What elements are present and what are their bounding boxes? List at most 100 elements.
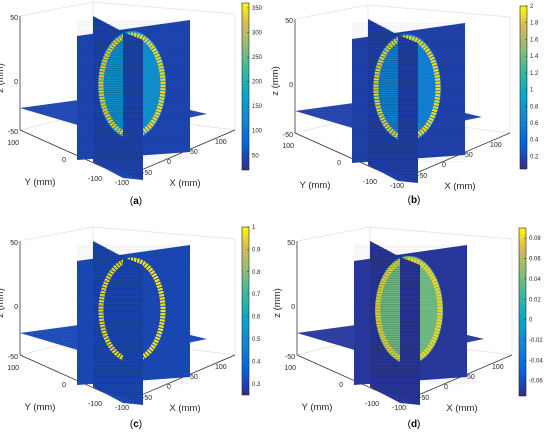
x-tick-label: -50 (419, 395, 429, 402)
colorbar-tick-label: 150 (252, 104, 263, 110)
colorbar-tick-label: 1.4 (530, 54, 539, 60)
grid-line (92, 226, 236, 240)
x-axis-title: X (mm) (169, 178, 200, 189)
grid-line (369, 226, 513, 240)
colorbar-tick-label: 0.8 (530, 104, 539, 110)
colorbar-tick-label: 100 (252, 129, 263, 135)
y-tick-label: 0 (337, 160, 341, 167)
x-axis-title: X (mm) (444, 181, 475, 192)
grid-line (92, 1, 236, 15)
back-plane-texture (77, 245, 190, 385)
panel-caption: (b) (408, 195, 421, 206)
x-tick-label: 0 (167, 159, 171, 166)
back-plane-texture (352, 23, 465, 163)
colorbar-tick-label: -0.04 (529, 358, 543, 364)
colorbar-tick-label: 0.8 (252, 270, 261, 276)
back-plane-texture (354, 245, 467, 385)
z-axis-title: z (mm) (270, 66, 281, 96)
colorbar-tick-label: 0.7 (252, 292, 261, 298)
z-tick-label: 0 (291, 304, 295, 311)
y-tick-label: -100 (365, 401, 379, 408)
chart-panel-a: 50 0 -50 100 0 -100 -100 -50 0 50 100 z (mm) Y (mm) X… (0, 1, 236, 189)
colorbar-tick-label: 0.4 (530, 138, 539, 144)
x-tick-label: -100 (390, 183, 404, 190)
colorbar-scale (519, 5, 528, 170)
colorbar-c: 1 0.9 0.8 0.7 0.6 0.5 0.4 0.3 (241, 225, 261, 396)
colorbar-tick-label: 1.8 (530, 21, 539, 27)
caption-paren-open: ( (130, 196, 134, 207)
colorbar-tick-label: 0.4 (252, 359, 261, 365)
caption-paren-open: ( (408, 195, 412, 206)
caption-letter: c (133, 419, 139, 430)
colorbar-d: 0.08 0.06 0.04 0.02 0 -0.02 -0.04 -0.06 (518, 227, 543, 397)
colorbar-tick-label: 0.06 (529, 257, 541, 263)
caption-letter: d (411, 419, 417, 430)
panel-caption: (d) (408, 419, 421, 430)
y-axis-title: Y (mm) (25, 177, 56, 188)
colorbar-tick-label: 350 (252, 6, 263, 12)
z-tick-label: 50 (285, 18, 293, 25)
x-tick-label: -100 (392, 405, 406, 412)
y-tick-label: -100 (363, 179, 377, 186)
colorbar-tick-label: 2 (530, 4, 534, 10)
z-tick-label: -50 (285, 354, 295, 361)
back-plane-texture (77, 20, 190, 160)
z-tick-label: -50 (283, 132, 293, 139)
colorbar-tick-label: 0.2 (530, 154, 539, 160)
colorbar-tick-label: 0.04 (529, 277, 541, 283)
x-tick-label: 50 (190, 149, 198, 156)
colorbar-b: 2 1.8 1.6 1.4 1.2 1 0.8 0.6 0.4 0.2 (519, 4, 539, 170)
colorbar-tick-label: 50 (252, 153, 259, 159)
colorbar-tick-label: 0.08 (529, 236, 541, 242)
colorbar-tick-label: 1 (530, 88, 534, 94)
colorbar-tick-label: 0.6 (252, 315, 261, 321)
caption-paren-open: ( (408, 419, 412, 430)
caption-paren-close: ) (417, 195, 420, 206)
x-tick-label: 100 (215, 139, 227, 146)
colorbar-tick-label: 0.3 (252, 382, 261, 388)
chart-panel-d: 50 0 -50 100 0 -100 -100 -50 0 50 100 z (mm) Y (mm) X… (272, 226, 513, 414)
z-axis-title: z (mm) (0, 288, 6, 318)
y-tick-label: 0 (62, 382, 66, 389)
grid-line (19, 226, 94, 242)
x-tick-label: 100 (492, 364, 504, 371)
caption-letter: a (133, 196, 139, 207)
y-tick-label: 0 (339, 382, 343, 389)
x-tick-label: -50 (417, 173, 427, 180)
colorbar-tick-label: 1 (252, 225, 256, 231)
colorbar-tick-label: 300 (252, 30, 263, 36)
x-tick-label: 0 (444, 384, 448, 391)
colorbar-scale (241, 2, 250, 171)
y-axis-title: Y (mm) (300, 180, 331, 191)
y-axis-title: Y (mm) (25, 402, 56, 413)
y-tick-label: 100 (7, 365, 19, 372)
z-tick-label: -50 (8, 129, 18, 136)
z-tick-label: 0 (289, 82, 293, 89)
colorbar-tick-label: 1.6 (530, 37, 539, 43)
x-tick-label: -100 (115, 405, 129, 412)
colorbar-tick-label: -0.02 (529, 338, 543, 344)
grid-line (367, 4, 511, 18)
colorbar-scale (518, 227, 527, 397)
x-axis-title: X (mm) (446, 403, 477, 414)
y-axis-title: Y (mm) (302, 402, 333, 413)
x-tick-label: 100 (490, 142, 502, 149)
z-tick-label: 50 (10, 15, 18, 22)
chart-panel-b: 50 0 -50 100 0 -100 -100 -50 0 50 100 z (mm) Y (mm) X… (270, 4, 511, 192)
colorbar-tick-label: -0.06 (529, 379, 543, 385)
x-tick-label: -50 (142, 395, 152, 402)
grid-line (294, 4, 369, 20)
caption-paren-open: ( (130, 419, 134, 430)
z-axis-title: z (mm) (0, 63, 6, 93)
colorbar-scale (241, 226, 250, 396)
z-tick-label: -50 (8, 354, 18, 361)
colorbar-tick-label: 250 (252, 55, 263, 61)
colorbar-tick-label: 0.02 (529, 297, 541, 303)
grid-line (296, 226, 371, 242)
grid-line (19, 1, 94, 17)
x-tick-label: 0 (442, 162, 446, 169)
x-axis-title: X (mm) (169, 403, 200, 414)
x-tick-label: 50 (190, 374, 198, 381)
caption-paren-close: ) (417, 419, 420, 430)
